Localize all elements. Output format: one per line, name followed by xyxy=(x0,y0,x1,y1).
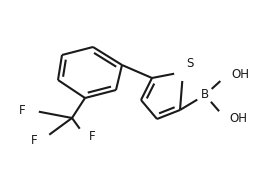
Text: F: F xyxy=(31,134,38,147)
Text: F: F xyxy=(20,103,26,116)
Text: OH: OH xyxy=(229,111,247,124)
Text: S: S xyxy=(186,57,193,70)
Text: OH: OH xyxy=(231,69,249,82)
Text: B: B xyxy=(201,89,209,102)
Text: F: F xyxy=(89,129,96,142)
